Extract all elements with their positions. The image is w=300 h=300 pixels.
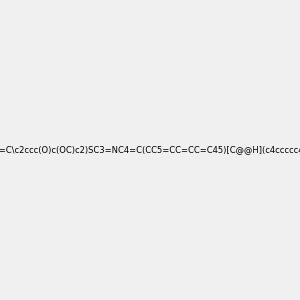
Text: O=C1/C(=C\c2ccc(O)c(OC)c2)SC3=NC4=C(CC5=CC=CC=C45)[C@@H](c4ccccc4OC)N13: O=C1/C(=C\c2ccc(O)c(OC)c2)SC3=NC4=C(CC5=… (0, 146, 300, 154)
